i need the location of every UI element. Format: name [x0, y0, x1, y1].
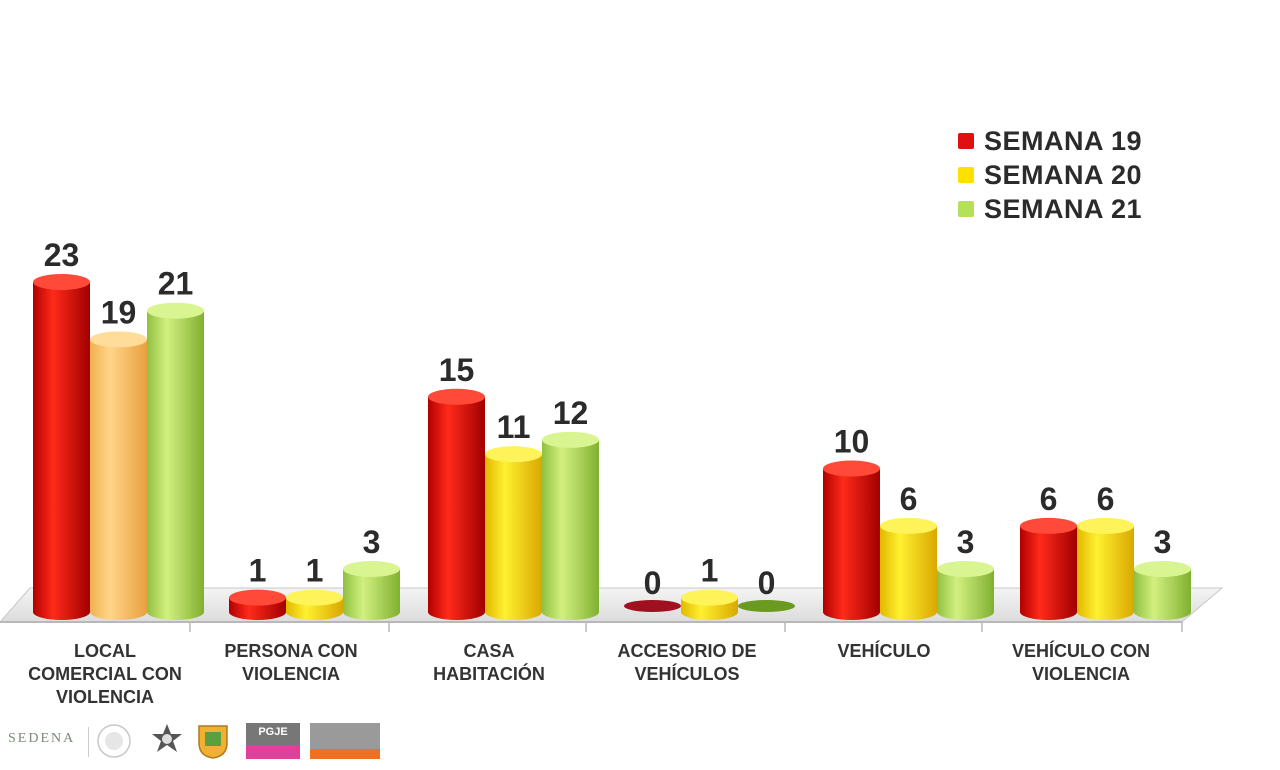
bar-3-1: [681, 589, 738, 620]
data-label-2-1: 11: [497, 409, 531, 445]
category-label-1: PERSONA CON VIOLENCIA: [196, 640, 386, 686]
data-label-4-1: 6: [900, 481, 918, 517]
bar-0-1: [90, 331, 147, 620]
police-badge-icon: [152, 724, 182, 752]
category-label-line: VIOLENCIA: [55, 687, 154, 707]
state-commission-logo: [310, 723, 380, 759]
footer-logos: SEDENA PGJE: [0, 715, 400, 765]
category-label-line: VEHÍCULOS: [634, 664, 740, 684]
data-label-0-0: 23: [44, 237, 80, 273]
bar-3-0: [624, 600, 681, 612]
bar-3-2: [738, 600, 795, 612]
category-label-line: PERSONA CON: [224, 641, 358, 661]
data-label-5-2: 3: [1154, 524, 1172, 560]
category-label-5: VEHÍCULO CON VIOLENCIA: [986, 640, 1176, 686]
pgje-label: PGJE: [258, 726, 288, 738]
data-label-0-2: 21: [158, 266, 194, 302]
chart-legend: SEMANA 19 SEMANA 20 SEMANA 21: [958, 124, 1142, 226]
data-label-2-2: 12: [553, 395, 589, 431]
bar-4-2: [937, 560, 994, 620]
bar-5-0: [1020, 517, 1077, 620]
bar-1-2: [343, 560, 400, 620]
data-label-4-0: 10: [834, 424, 870, 460]
category-label-line: VEHÍCULO: [837, 641, 931, 661]
legend-item-1: SEMANA 20: [958, 158, 1142, 192]
bar-1-1: [286, 589, 343, 620]
bar-5-1: [1077, 517, 1134, 620]
category-label-line: COMERCIAL CON: [28, 664, 182, 684]
legend-swatch: [958, 201, 974, 217]
category-label-line: VEHÍCULO CON: [1011, 641, 1150, 661]
legend-item-0: SEMANA 19: [958, 124, 1142, 158]
data-label-0-1: 19: [101, 294, 137, 330]
data-label-3-0: 0: [644, 565, 662, 601]
category-label-2: CASA HABITACIÓN: [394, 640, 584, 686]
data-label-1-2: 3: [363, 524, 381, 560]
legend-swatch: [958, 133, 974, 149]
legend-swatch: [958, 167, 974, 183]
data-label-4-2: 3: [957, 524, 975, 560]
bar-2-2: [542, 431, 599, 620]
data-label-1-0: 1: [249, 553, 267, 589]
sedena-logo: SEDENA: [8, 731, 76, 746]
category-label-0: LOCAL COMERCIAL CON VIOLENCIA: [10, 640, 200, 709]
bar-2-0: [428, 388, 485, 620]
legend-label: SEMANA 19: [984, 125, 1143, 156]
category-label-line: VIOLENCIA: [241, 664, 340, 684]
bar-2-1: [485, 446, 542, 620]
national-seal-icon: [97, 724, 131, 758]
category-label-line: LOCAL: [74, 641, 136, 661]
category-label-line: CASA: [463, 641, 515, 661]
category-label-line: ACCESORIO DE: [617, 641, 757, 661]
pgje-logo: [246, 723, 300, 759]
category-label-4: VEHÍCULO: [789, 640, 979, 663]
bar-0-0: [33, 274, 90, 620]
bar-4-1: [880, 517, 937, 620]
data-label-3-1: 1: [701, 553, 719, 589]
category-label-line: VIOLENCIA: [1031, 664, 1130, 684]
category-label-3: ACCESORIO DE VEHÍCULOS: [592, 640, 782, 686]
bar-1-0: [229, 589, 286, 620]
data-label-5-0: 6: [1040, 481, 1058, 517]
legend-label: SEMANA 21: [984, 193, 1143, 224]
data-label-1-1: 1: [306, 553, 324, 589]
bar-4-0: [823, 460, 880, 620]
bar-0-2: [147, 302, 204, 620]
divider-icon: [88, 727, 89, 757]
state-shield-icon: [198, 725, 228, 759]
data-label-3-2: 0: [758, 565, 776, 601]
legend-item-2: SEMANA 21: [958, 192, 1142, 226]
data-label-2-0: 15: [439, 352, 475, 388]
bar-5-2: [1134, 560, 1191, 620]
data-label-5-1: 6: [1097, 481, 1115, 517]
legend-label: SEMANA 20: [984, 159, 1143, 190]
category-label-line: HABITACIÓN: [433, 664, 545, 684]
